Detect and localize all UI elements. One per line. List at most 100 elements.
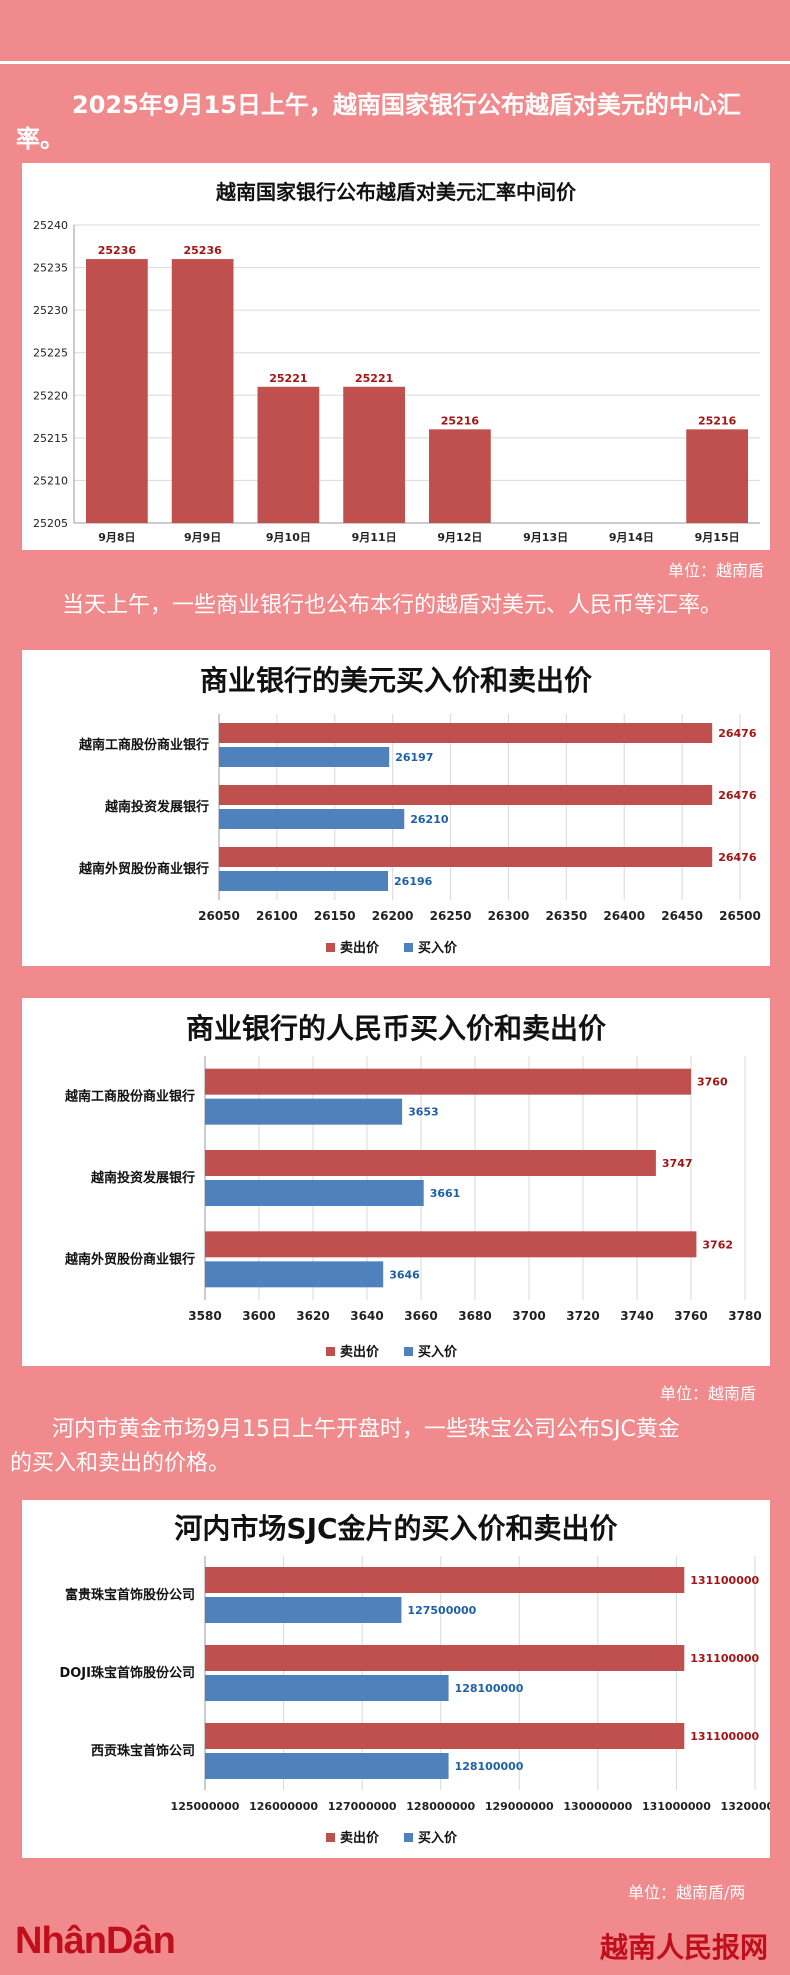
chart-1-data-label: 25236 — [183, 244, 222, 257]
top-banner — [0, 0, 790, 64]
chart3-category-label: 越南投资发展银行 — [90, 1170, 195, 1186]
intro-paragraph-cont: 率。 — [16, 122, 776, 156]
chart-1-bar — [86, 259, 148, 523]
chart-1-bar — [429, 429, 491, 523]
chart-1-y-tick-label: 25220 — [33, 389, 68, 402]
chart2-legend-buy-swatch — [404, 943, 413, 952]
chart4-legend-sell-label: 卖出价 — [340, 1830, 380, 1846]
chart3-x-tick-label: 3700 — [512, 1309, 545, 1323]
chart2-x-tick-label: 26050 — [198, 909, 240, 923]
chart4-sell-label: 131100000 — [690, 1574, 759, 1587]
chart3-x-tick-label: 3720 — [566, 1309, 599, 1323]
chart4-x-tick-label: 126000000 — [249, 1800, 318, 1813]
chart-3-card: 商业银行的人民币买入价和卖出价 3580 3600 3620 3640 3660 3680 3… — [22, 998, 770, 1366]
chart4-buy-bar — [205, 1597, 402, 1623]
chart4-sell-label: 131100000 — [690, 1730, 759, 1743]
chart-1-data-label: 25216 — [698, 414, 737, 427]
chart4-sell-bar — [205, 1645, 685, 1671]
chart2-buy-bar — [219, 871, 389, 891]
chart-1-y-tick-label: 25225 — [33, 347, 68, 360]
chart-1-x-tick-label: 9月14日 — [609, 531, 654, 544]
chart3-sell-label: 3760 — [697, 1076, 728, 1089]
chart2-x-tick-label: 26500 — [719, 909, 761, 923]
chart-4-card: 河内市场SJC金片的买入价和卖出价 125000000 126000000 12700… — [22, 1500, 790, 1858]
nhandan-logo[interactable]: NhânDân — [15, 1920, 176, 1962]
chart4-sell-label: 131100000 — [690, 1652, 759, 1665]
chart4-category-label: DOJI珠宝首饰股份公司 — [59, 1665, 195, 1681]
chart4-sell-bar — [205, 1723, 685, 1749]
chart3-x-tick-label: 3600 — [242, 1309, 275, 1323]
chart2-buy-bar — [219, 747, 390, 767]
chart4-legend-buy-label: 买入价 — [418, 1831, 458, 1846]
site-name-logo[interactable]: 越南人民报网 — [599, 1931, 768, 1964]
chart3-buy-label: 3653 — [408, 1106, 439, 1119]
chart4-buy-label: 128100000 — [455, 1760, 524, 1773]
chart-3-unit: 单位：越南盾 — [660, 1384, 757, 1403]
chart-1-x-tick-label: 9月11日 — [352, 531, 397, 544]
chart2-legend-sell-swatch — [326, 943, 335, 952]
chart4-buy-label: 128100000 — [455, 1682, 524, 1695]
chart2-sell-bar — [219, 847, 713, 867]
chart2-x-tick-label: 26450 — [661, 909, 703, 923]
chart4-x-tick-label: 130000000 — [563, 1800, 632, 1813]
intro-line-2: 率。 — [16, 125, 64, 153]
chart3-buy-label: 3661 — [430, 1187, 461, 1200]
chart4-x-tick-label: 128000000 — [406, 1800, 475, 1813]
chart4-buy-bar — [205, 1753, 449, 1779]
chart-1-y-tick-label: 25235 — [33, 262, 68, 275]
chart-1-x-tick-label: 9月12日 — [437, 531, 482, 544]
chart3-sell-bar — [205, 1231, 697, 1258]
chart-1-bar — [686, 429, 748, 523]
chart3-legend-sell-label: 卖出价 — [340, 1344, 380, 1360]
chart2-x-tick-label: 26100 — [256, 909, 298, 923]
chart4-x-tick-label: 131000000 — [642, 1800, 711, 1813]
chart3-x-tick-label: 3740 — [620, 1309, 653, 1323]
chart2-x-tick-label: 26250 — [430, 909, 472, 923]
chart3-x-tick-label: 3780 — [728, 1309, 761, 1323]
chart-1-y-tick-label: 25210 — [33, 474, 68, 487]
chart3-category-label: 越南工商股份商业银行 — [64, 1089, 195, 1105]
chart-1-card: 越南国家银行公布越盾对美元汇率中间价 25205 25210 25215 25220 25… — [22, 163, 770, 550]
chart2-x-tick-label: 26150 — [314, 909, 356, 923]
paragraph-3-cont: 的买入和卖出的价格。 — [10, 1447, 780, 1481]
chart3-sell-label: 3762 — [702, 1238, 733, 1251]
chart3-legend-sell-swatch — [326, 1347, 335, 1356]
chart-1-svg: 越南国家银行公布越盾对美元汇率中间价 25205 25210 25215 25220 25… — [33, 180, 760, 544]
chart3-x-tick-label: 3660 — [404, 1309, 437, 1323]
chart2-legend-buy-label: 买入价 — [418, 941, 458, 956]
chart-1-data-label: 25236 — [98, 244, 137, 257]
chart2-x-tick-label: 26200 — [372, 909, 414, 923]
chart-1-y-tick-label: 25215 — [33, 432, 68, 445]
chart2-title: 商业银行的美元买入价和卖出价 — [200, 664, 593, 697]
top-divider — [0, 61, 790, 64]
chart4-sell-bar — [205, 1567, 685, 1593]
chart2-buy-label: 26196 — [394, 875, 433, 888]
chart4-title: 河内市场SJC金片的买入价和卖出价 — [174, 1512, 618, 1545]
chart3-buy-bar — [205, 1180, 424, 1206]
chart3-x-tick-label: 3620 — [296, 1309, 329, 1323]
chart-1-data-label: 25221 — [355, 372, 393, 385]
chart-1-y-tick-label: 25205 — [33, 517, 68, 530]
chart4-buy-bar — [205, 1675, 449, 1701]
paragraph-3-line-1: 河内市黄金市场9月15日上午开盘时，一些珠宝公司公布SJC黄金 — [52, 1417, 680, 1442]
chart-1-x-tick-label: 9月10日 — [266, 531, 311, 544]
intro-paragraph: 2025年9月15日上午，越南国家银行公布越盾对美元的中心汇 — [72, 88, 782, 122]
chart3-sell-label: 3747 — [662, 1157, 693, 1170]
chart-4-unit: 单位：越南盾/两 — [628, 1883, 746, 1902]
chart2-category-label: 越南外贸股份商业银行 — [78, 861, 209, 877]
chart4-x-tick-label: 127000000 — [328, 1800, 397, 1813]
chart3-sell-bar — [205, 1150, 656, 1176]
chart-2-svg: 商业银行的美元买入价和卖出价 26050 26100 26150 26200 26250 2… — [78, 664, 761, 956]
chart4-legend-sell-swatch — [326, 1833, 335, 1842]
chart-1-unit: 单位：越南盾 — [668, 561, 765, 580]
chart-1-title: 越南国家银行公布越盾对美元汇率中间价 — [215, 180, 577, 204]
chart3-category-label: 越南外贸股份商业银行 — [64, 1251, 195, 1267]
chart-1-bar — [171, 259, 234, 523]
chart2-buy-bar — [219, 809, 405, 829]
chart2-sell-label: 26476 — [718, 851, 757, 864]
chart-1-x-tick-label: 9月15日 — [695, 531, 740, 544]
chart-1-bar — [343, 386, 405, 523]
paragraph-2: 当天上午，一些商业银行也公布本行的越盾对美元、人民币等汇率。 — [62, 593, 723, 618]
chart3-x-tick-label: 3680 — [458, 1309, 491, 1323]
chart2-sell-label: 26476 — [718, 789, 757, 802]
